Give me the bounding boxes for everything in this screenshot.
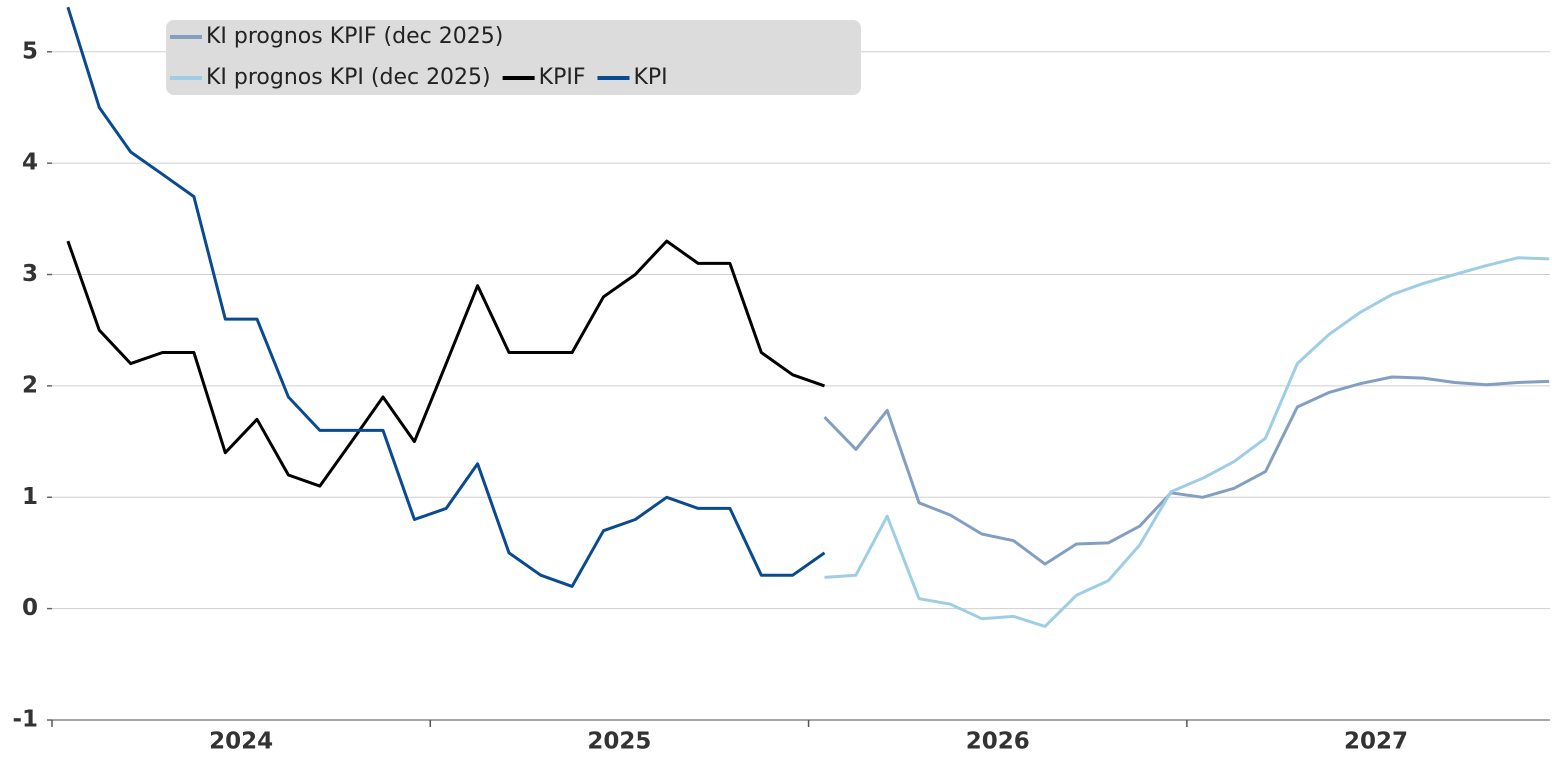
y-tick-label: 5 <box>22 38 38 64</box>
legend-label: KPIF <box>539 65 586 90</box>
x-tick-label: 2026 <box>966 729 1030 755</box>
y-tick-label: 0 <box>22 595 38 621</box>
axis: -1 0 1 2 3 4 5 2024 2025 2026 2027 <box>12 38 1550 755</box>
legend-label: KI prognos KPIF (dec 2025) <box>206 24 503 49</box>
x-tick-label: 2027 <box>1344 729 1408 755</box>
y-tick-label: -1 <box>12 707 38 733</box>
y-tick-label: 3 <box>22 261 38 287</box>
y-tick-label: 2 <box>22 372 38 398</box>
series-line <box>823 375 1550 566</box>
y-tick-label: 1 <box>22 484 38 510</box>
legend-label: KI prognos KPI (dec 2025) <box>206 65 491 90</box>
legend-label: KPI <box>633 65 667 90</box>
series-line <box>66 239 825 488</box>
legend-box <box>166 20 861 95</box>
series-line <box>824 256 1550 628</box>
grid <box>52 51 1550 610</box>
series-line <box>66 6 826 588</box>
lines <box>66 6 1550 628</box>
x-tick-label: 2025 <box>587 729 651 755</box>
legend: KI prognos KPIF (dec 2025) KI prognos KPI… <box>166 20 861 95</box>
x-tick-label: 2024 <box>209 729 273 755</box>
y-tick-label: 4 <box>22 150 38 176</box>
